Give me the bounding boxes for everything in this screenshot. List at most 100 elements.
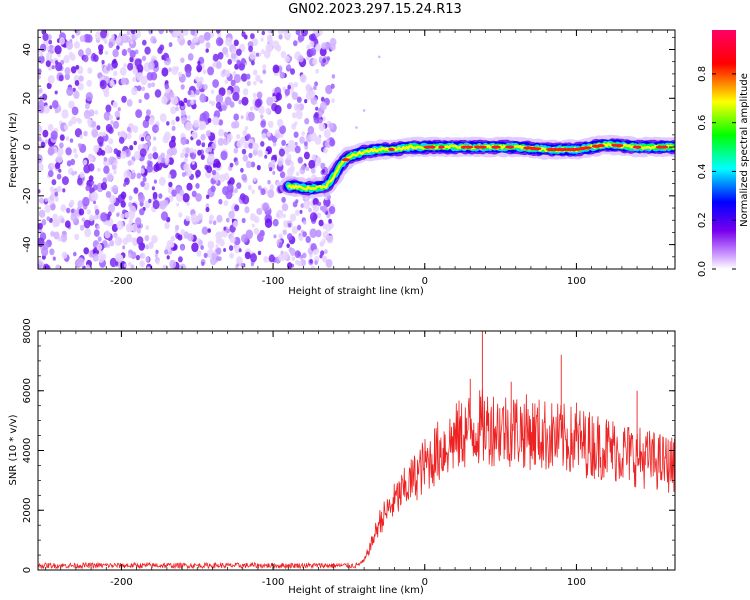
noise-dot xyxy=(250,253,257,263)
noise-dot xyxy=(313,85,317,91)
noise-dot xyxy=(56,147,64,157)
noise-dot xyxy=(113,233,118,238)
noise-dot xyxy=(304,118,310,125)
noise-dot xyxy=(78,143,82,148)
noise-dot xyxy=(83,109,91,120)
noise-dot xyxy=(250,161,256,168)
trace-peak xyxy=(388,147,395,152)
noise-dot xyxy=(242,154,248,162)
noise-dot xyxy=(123,263,127,268)
noise-dot xyxy=(258,105,265,115)
noise-dot xyxy=(189,147,194,153)
trace-peak xyxy=(464,145,474,149)
noise-dot xyxy=(133,150,141,160)
noise-dot xyxy=(68,51,74,59)
noise-dot xyxy=(176,37,181,43)
noise-dot xyxy=(86,79,92,87)
noise-dot xyxy=(72,148,77,154)
noise-dot xyxy=(293,81,298,88)
noise-dot xyxy=(44,139,49,144)
noise-dot xyxy=(48,39,53,45)
noise-dot xyxy=(123,169,132,180)
noise-dot xyxy=(266,96,274,106)
noise-dot xyxy=(123,63,127,68)
noise-dot xyxy=(85,47,92,56)
noise-dot xyxy=(215,94,224,104)
noise-dot xyxy=(278,148,285,157)
noise-dot xyxy=(79,134,84,140)
noise-dot xyxy=(273,234,277,239)
noise-dot xyxy=(122,245,126,250)
noise-dot xyxy=(116,220,124,230)
noise-dot xyxy=(263,256,269,263)
noise-dot xyxy=(195,76,200,82)
noise-dot xyxy=(272,170,276,175)
trace-peak xyxy=(341,158,351,162)
noise-dot xyxy=(239,193,246,201)
noise-dot xyxy=(247,111,255,122)
y-tick-label: 2000 xyxy=(22,498,33,523)
noise-dot xyxy=(287,233,293,241)
noise-dot xyxy=(55,264,61,269)
y-axis-label-bottom: SNR (10 * v/v) xyxy=(8,414,19,485)
noise-dot xyxy=(104,144,112,154)
noise-dot xyxy=(199,93,207,103)
noise-dot xyxy=(264,150,268,155)
noise-dot xyxy=(169,259,177,269)
noise-dot xyxy=(38,88,43,94)
stray-dot xyxy=(362,109,366,112)
noise-dot xyxy=(229,162,234,168)
noise-dot xyxy=(115,36,122,44)
noise-dot xyxy=(127,160,132,167)
noise-dot xyxy=(320,162,326,170)
noise-dot xyxy=(224,96,232,106)
noise-dot xyxy=(78,208,85,216)
noise-dot xyxy=(145,109,151,116)
noise-dot xyxy=(260,114,264,119)
noise-dot xyxy=(61,251,68,259)
noise-dot xyxy=(193,148,197,154)
noise-dot xyxy=(245,116,250,121)
noise-dot xyxy=(233,73,241,84)
noise-dot xyxy=(63,124,69,131)
noise-dot xyxy=(135,254,140,261)
noise-dot xyxy=(54,45,62,55)
noise-dot xyxy=(297,260,302,267)
noise-dot xyxy=(163,199,169,207)
noise-dot xyxy=(108,114,113,121)
noise-dot xyxy=(180,245,184,250)
snr-line xyxy=(38,331,675,570)
noise-dot xyxy=(321,42,327,50)
noise-dot xyxy=(39,43,47,52)
noise-dot xyxy=(215,244,219,249)
noise-dot xyxy=(108,41,114,48)
noise-dot xyxy=(154,253,158,258)
noise-dot xyxy=(315,158,322,166)
noise-dot xyxy=(178,256,183,263)
noise-dot xyxy=(256,91,263,99)
noise-dot xyxy=(307,126,315,135)
y-tick-label: 6000 xyxy=(22,378,33,403)
noise-dot xyxy=(158,30,164,35)
noise-dot xyxy=(139,260,145,268)
noise-dot xyxy=(240,262,245,268)
noise-dot xyxy=(60,218,65,224)
noise-dot xyxy=(295,171,300,177)
noise-dot xyxy=(113,101,117,106)
noise-dot xyxy=(234,204,240,212)
noise-dot xyxy=(102,177,108,184)
noise-dot xyxy=(111,223,118,233)
noise-dot xyxy=(298,234,304,241)
noise-dot xyxy=(309,259,313,264)
noise-dot xyxy=(42,33,49,41)
noise-dot xyxy=(161,67,169,77)
noise-dot xyxy=(312,197,319,207)
noise-dot xyxy=(223,137,229,146)
noise-dot xyxy=(158,176,166,186)
noise-dot xyxy=(39,51,44,57)
noise-dot xyxy=(306,56,310,61)
noise-dot xyxy=(212,163,217,168)
noise-dot xyxy=(153,163,160,172)
noise-dot xyxy=(48,170,54,178)
noise-dot xyxy=(193,99,197,104)
